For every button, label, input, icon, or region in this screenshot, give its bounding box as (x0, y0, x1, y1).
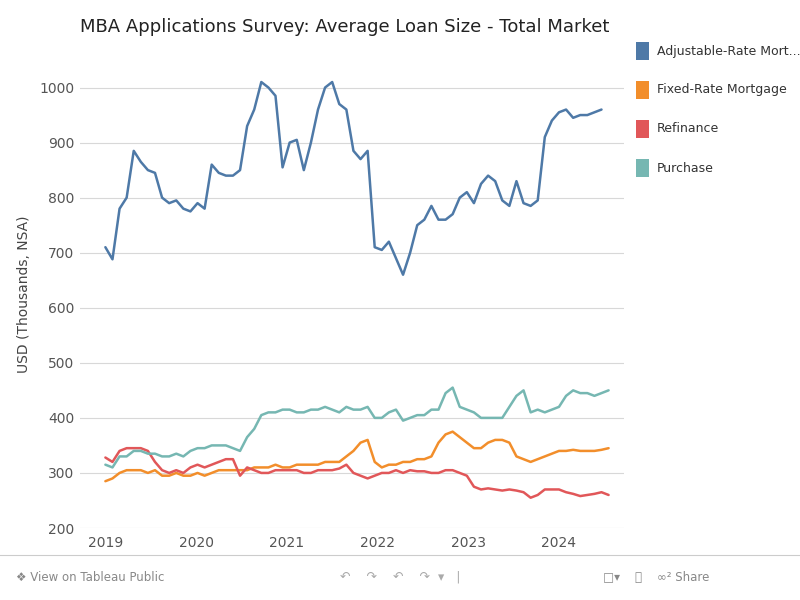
Refinance (575, 493, 585, 500)
Purchase (178, 453, 188, 460)
Fixed-Rate Mortgage (270, 461, 280, 468)
Purchase (604, 387, 614, 394)
Fixed-Rate Mortgage (101, 478, 110, 485)
Purchase (108, 464, 118, 471)
Text: □▾    ⬜    ∞² Share: □▾ ⬜ ∞² Share (603, 571, 709, 584)
Purchase (575, 389, 585, 397)
Fixed-Rate Mortgage (419, 455, 429, 463)
Fixed-Rate Mortgage (384, 461, 394, 468)
Adjustable-Rate Mort... (398, 271, 408, 278)
Y-axis label: USD (Thousands, NSA): USD (Thousands, NSA) (17, 215, 31, 373)
Purchase (278, 406, 287, 413)
Text: ↶    ↷    ↶    ↷  ▾   |: ↶ ↷ ↶ ↷ ▾ | (340, 571, 460, 584)
Purchase (455, 403, 465, 410)
Purchase (448, 384, 458, 391)
Fixed-Rate Mortgage (448, 428, 458, 435)
Line: Purchase: Purchase (106, 388, 609, 467)
Line: Refinance: Refinance (106, 448, 609, 498)
Adjustable-Rate Mort... (597, 106, 606, 113)
Refinance (448, 467, 458, 474)
Adjustable-Rate Mort... (562, 106, 571, 113)
Refinance (178, 469, 188, 476)
Text: Fixed-Rate Mortgage: Fixed-Rate Mortgage (658, 83, 787, 97)
Fixed-Rate Mortgage (171, 469, 181, 476)
Line: Fixed-Rate Mortgage: Fixed-Rate Mortgage (106, 431, 609, 481)
Text: ❖ View on Tableau Public: ❖ View on Tableau Public (16, 571, 164, 584)
Refinance (101, 454, 110, 461)
Text: Adjustable-Rate Mort...: Adjustable-Rate Mort... (658, 44, 800, 58)
Adjustable-Rate Mort... (101, 244, 110, 251)
Text: MBA Applications Survey: Average Loan Size - Total Market: MBA Applications Survey: Average Loan Si… (80, 18, 610, 36)
Adjustable-Rate Mort... (582, 112, 592, 119)
Refinance (426, 469, 436, 476)
Refinance (391, 467, 401, 474)
Line: Adjustable-Rate Mort...: Adjustable-Rate Mort... (106, 82, 602, 275)
Refinance (604, 491, 614, 499)
Refinance (122, 445, 131, 452)
Adjustable-Rate Mort... (114, 205, 124, 212)
Fixed-Rate Mortgage (221, 467, 230, 474)
Fixed-Rate Mortgage (604, 445, 614, 452)
Purchase (391, 406, 401, 413)
Text: Purchase: Purchase (658, 161, 714, 175)
Purchase (426, 406, 436, 413)
Adjustable-Rate Mort... (349, 147, 358, 154)
Refinance (526, 494, 535, 502)
Fixed-Rate Mortgage (441, 431, 450, 438)
Text: Refinance: Refinance (658, 122, 719, 136)
Refinance (278, 467, 287, 474)
Adjustable-Rate Mort... (413, 221, 422, 229)
Adjustable-Rate Mort... (171, 197, 181, 204)
Purchase (101, 461, 110, 468)
Adjustable-Rate Mort... (257, 79, 266, 86)
